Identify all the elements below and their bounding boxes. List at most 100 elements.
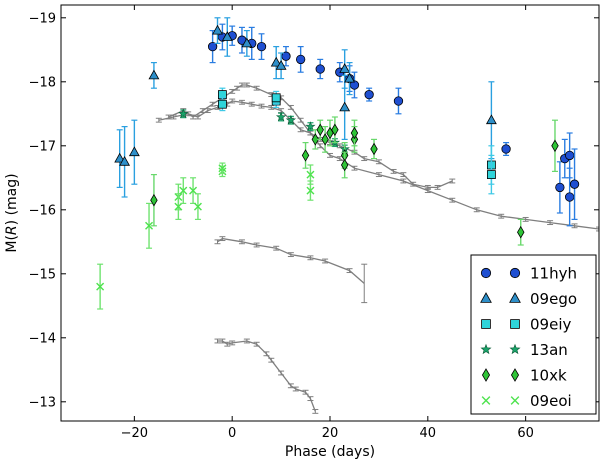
marker: [217, 99, 227, 109]
marker: [212, 24, 223, 35]
data-point: [217, 97, 227, 112]
legend-marker: [509, 292, 521, 303]
marker: [145, 221, 154, 230]
marker: [119, 155, 131, 166]
data-point: [350, 119, 359, 147]
marker: [311, 133, 320, 146]
marker-stroke: [306, 170, 315, 179]
series-13an: [178, 108, 350, 154]
data-point: [305, 121, 316, 132]
marker: [306, 186, 315, 195]
legend-item-09eiy: 09eiy: [481, 316, 571, 334]
data-point: [565, 132, 575, 179]
template-line: [217, 237, 365, 284]
marker: [218, 164, 227, 173]
legend-item-10xk: 10xk: [481, 367, 567, 385]
series-09eiy: [217, 87, 496, 195]
legend-label: 09eiy: [530, 316, 571, 334]
y-tick-label: −16: [29, 203, 56, 218]
legend-label: 13an: [530, 341, 568, 359]
marker-stroke: [174, 202, 183, 211]
data-point: [340, 151, 349, 179]
data-point: [212, 17, 223, 45]
marker: [370, 142, 378, 156]
marker-stroke: [189, 186, 198, 195]
data-point: [301, 142, 310, 169]
data-point: [237, 26, 247, 54]
marker: [114, 152, 126, 163]
marker: [339, 63, 351, 73]
marker: [344, 72, 355, 83]
legend-marker: [481, 396, 491, 405]
marker: [331, 123, 339, 137]
marker: [339, 101, 351, 112]
template-c: [214, 236, 368, 304]
marker: [174, 202, 183, 211]
x-tick-label: 20: [322, 426, 339, 441]
marker-stroke: [510, 396, 520, 405]
marker: [565, 150, 575, 161]
data-point: [370, 138, 378, 160]
data-point: [393, 87, 404, 115]
legend: 11hyh 09ego 09eiy 13an 10xk 09eoi: [470, 254, 597, 415]
data-point: [150, 174, 158, 227]
legend-label: 09eoi: [530, 392, 572, 410]
marker-stroke: [306, 186, 315, 195]
data-point: [275, 52, 287, 80]
legend-marker: [510, 368, 520, 382]
marker: [271, 93, 281, 103]
y-tick-label: −15: [29, 267, 56, 282]
marker-stroke: [193, 202, 202, 211]
legend-item-09ego: 09ego: [480, 290, 577, 308]
marker: [501, 144, 511, 154]
y-tick-label: −17: [29, 139, 56, 154]
data-point: [256, 33, 267, 61]
data-point: [344, 61, 355, 96]
template-d: [214, 338, 319, 414]
series-09eoi: [96, 162, 315, 310]
axis-ticks: −20 0 20 40 60 −19 −18 −17 −16 −15 −14 −13: [29, 5, 599, 441]
marker: [305, 121, 316, 131]
marker: [316, 123, 324, 137]
marker: [270, 56, 282, 67]
legend-label: 09ego: [530, 290, 577, 308]
marker: [569, 179, 580, 189]
marker: [350, 126, 359, 140]
marker: [178, 108, 189, 119]
data-point: [207, 30, 218, 64]
y-tick-label: −19: [29, 11, 56, 26]
marker: [256, 41, 267, 52]
data-point: [193, 193, 202, 220]
marker-stroke: [218, 164, 227, 173]
legend-item-13an: 13an: [480, 341, 568, 359]
data-point: [551, 119, 559, 172]
marker: [315, 64, 325, 74]
legend-marker: [510, 319, 520, 329]
marker: [486, 170, 496, 180]
data-point: [275, 111, 287, 122]
marker: [148, 69, 160, 80]
marker: [179, 186, 188, 195]
marker: [275, 59, 287, 70]
data-point: [349, 71, 360, 99]
data-point: [179, 177, 188, 204]
series-10xk: [150, 116, 559, 246]
data-point: [486, 154, 496, 195]
y-tick-label: −14: [29, 331, 56, 346]
legend-item-09eoi: 09eoi: [481, 392, 572, 410]
data-point: [364, 87, 374, 102]
data-point: [241, 30, 253, 57]
data-point: [119, 125, 131, 198]
legend-marker: [480, 292, 492, 303]
data-point: [128, 119, 140, 185]
legend-marker: [480, 267, 492, 279]
data-point: [148, 61, 160, 89]
marker: [321, 133, 329, 146]
data-point: [218, 162, 227, 174]
legend-label: 10xk: [530, 367, 567, 385]
legend-marker: [509, 343, 521, 355]
marker: [241, 37, 253, 48]
legend-marker: [480, 343, 492, 355]
template-line: [217, 340, 316, 412]
